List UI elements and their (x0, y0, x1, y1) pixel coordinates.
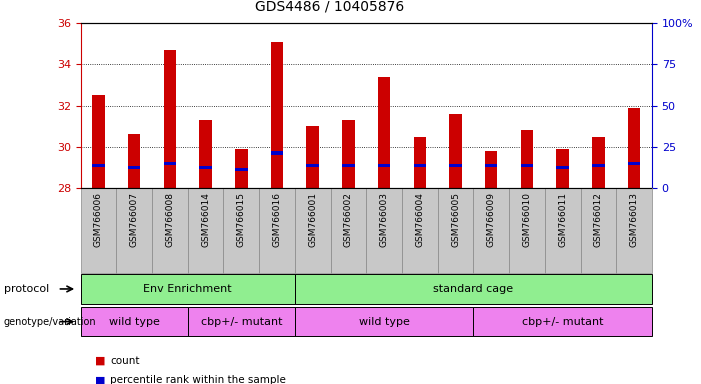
Text: GSM766013: GSM766013 (629, 192, 639, 247)
FancyBboxPatch shape (473, 188, 509, 273)
Text: standard cage: standard cage (433, 284, 513, 294)
FancyBboxPatch shape (509, 188, 545, 273)
Text: GSM766008: GSM766008 (165, 192, 175, 247)
Text: GSM766004: GSM766004 (415, 192, 424, 247)
Text: protocol: protocol (4, 284, 49, 294)
Bar (163, 50, 176, 188)
Text: GSM766002: GSM766002 (344, 192, 353, 247)
Text: GSM766011: GSM766011 (558, 192, 567, 247)
Bar (128, 166, 140, 169)
FancyBboxPatch shape (81, 307, 188, 336)
FancyBboxPatch shape (366, 188, 402, 273)
FancyBboxPatch shape (81, 188, 116, 273)
FancyBboxPatch shape (295, 307, 473, 336)
FancyBboxPatch shape (545, 188, 580, 273)
Bar (235, 168, 247, 171)
FancyBboxPatch shape (116, 188, 152, 273)
FancyBboxPatch shape (473, 307, 652, 336)
Bar (592, 164, 605, 167)
FancyBboxPatch shape (259, 188, 295, 273)
Bar (93, 95, 104, 188)
Text: percentile rank within the sample: percentile rank within the sample (110, 375, 286, 384)
Bar (306, 126, 319, 188)
Bar (449, 114, 462, 188)
Text: cbp+/- mutant: cbp+/- mutant (200, 316, 282, 327)
Text: genotype/variation: genotype/variation (4, 316, 96, 327)
FancyBboxPatch shape (437, 188, 473, 273)
Text: ■: ■ (95, 375, 105, 384)
Bar (235, 149, 247, 188)
Bar (628, 162, 640, 165)
Bar (378, 77, 390, 188)
Bar (342, 164, 355, 167)
Text: GSM766001: GSM766001 (308, 192, 318, 247)
Bar (306, 164, 319, 167)
Bar (485, 151, 498, 188)
Bar (93, 164, 104, 167)
FancyBboxPatch shape (188, 307, 295, 336)
Text: GSM766005: GSM766005 (451, 192, 460, 247)
Bar (414, 137, 426, 188)
FancyBboxPatch shape (402, 188, 437, 273)
Text: GSM766012: GSM766012 (594, 192, 603, 247)
Text: GSM766010: GSM766010 (522, 192, 531, 247)
Bar (378, 164, 390, 167)
Bar (485, 164, 498, 167)
Bar (414, 164, 426, 167)
FancyBboxPatch shape (188, 188, 224, 273)
FancyBboxPatch shape (152, 188, 188, 273)
FancyBboxPatch shape (295, 188, 331, 273)
Bar (271, 151, 283, 155)
Text: cbp+/- mutant: cbp+/- mutant (522, 316, 604, 327)
Bar (521, 130, 533, 188)
Text: wild type: wild type (109, 316, 160, 327)
FancyBboxPatch shape (616, 188, 652, 273)
Bar (271, 41, 283, 188)
Text: GSM766007: GSM766007 (130, 192, 139, 247)
Bar (592, 137, 605, 188)
Bar (199, 166, 212, 169)
Text: GSM766003: GSM766003 (380, 192, 388, 247)
Text: GSM766016: GSM766016 (273, 192, 282, 247)
FancyBboxPatch shape (331, 188, 366, 273)
Bar (557, 149, 569, 188)
Text: count: count (110, 356, 139, 366)
Bar (449, 164, 462, 167)
FancyBboxPatch shape (295, 274, 652, 304)
FancyBboxPatch shape (580, 188, 616, 273)
Text: Env Enrichment: Env Enrichment (144, 284, 232, 294)
Text: ■: ■ (95, 356, 105, 366)
Bar (557, 166, 569, 169)
Text: GSM766006: GSM766006 (94, 192, 103, 247)
Text: wild type: wild type (359, 316, 409, 327)
Bar (628, 108, 640, 188)
Bar (128, 134, 140, 188)
Text: GSM766014: GSM766014 (201, 192, 210, 247)
Text: GSM766009: GSM766009 (486, 192, 496, 247)
Bar (199, 120, 212, 188)
Text: GDS4486 / 10405876: GDS4486 / 10405876 (255, 0, 404, 13)
Bar (521, 164, 533, 167)
FancyBboxPatch shape (224, 188, 259, 273)
FancyBboxPatch shape (81, 274, 295, 304)
Bar (163, 162, 176, 165)
Text: GSM766015: GSM766015 (237, 192, 246, 247)
Bar (342, 120, 355, 188)
